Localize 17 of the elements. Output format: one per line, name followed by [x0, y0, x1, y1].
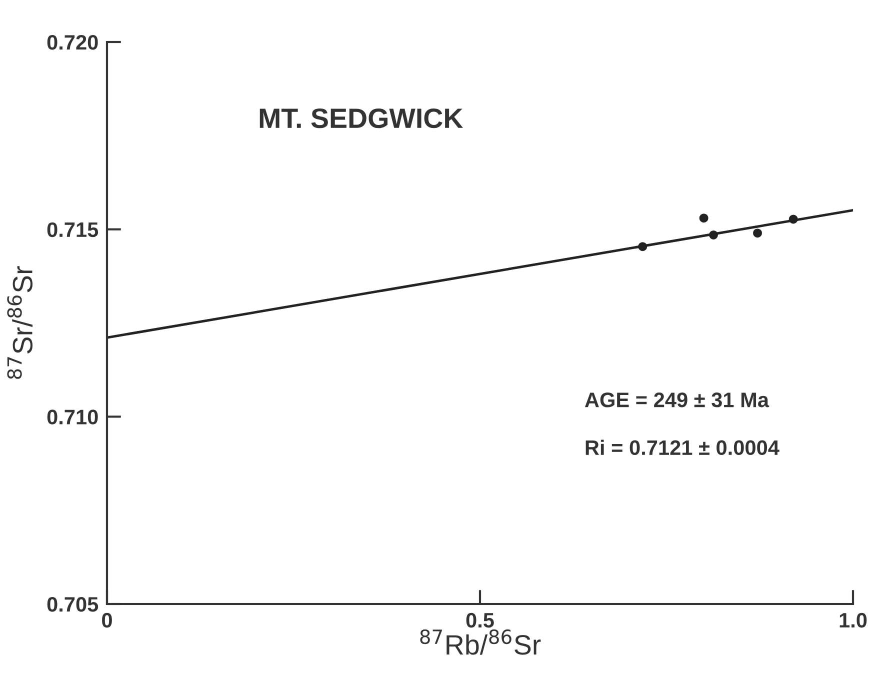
x-tick-label: 0.5: [466, 612, 494, 628]
point: [699, 214, 708, 223]
point: [709, 230, 718, 240]
annotation: Ri = 0.7121 ± 0.0004: [586, 440, 780, 456]
x-tick-label: 1.0: [840, 612, 867, 628]
y-tick-label: 0.715: [47, 222, 98, 238]
y-tick-label: 0.710: [47, 410, 98, 424]
x-tick-label: 0: [102, 612, 112, 628]
point: [638, 242, 648, 252]
point: [753, 228, 762, 238]
x-axis-title: $^{87}$Rb/$^{86}$Sr: [420, 629, 541, 655]
point: [788, 214, 798, 224]
text: MT. SEDGWICK: [260, 108, 463, 128]
annotation: AGE = 249 ± 31 Ma: [584, 392, 770, 408]
y-tick-label: 0.720: [47, 35, 98, 50]
y-axis-title: $^{87}$Sr/$^{86}$Sr: [7, 266, 32, 379]
y-tick-label: 0.705: [47, 597, 98, 612]
